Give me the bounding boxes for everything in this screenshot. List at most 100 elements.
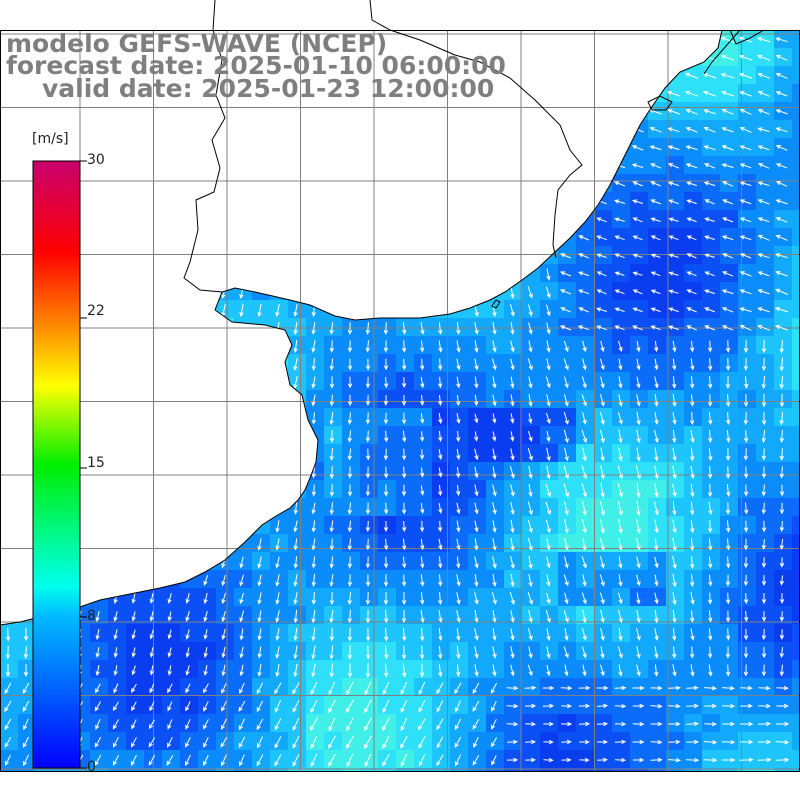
wind-arrow bbox=[690, 465, 695, 480]
wind-arrow bbox=[739, 271, 752, 277]
wind-speed-cell bbox=[738, 570, 756, 588]
wind-arrow bbox=[185, 754, 191, 767]
wind-speed-cell bbox=[720, 444, 738, 462]
wind-speed-cell bbox=[504, 408, 522, 426]
wind-speed-cell bbox=[774, 552, 792, 570]
wind-arrow bbox=[707, 520, 713, 534]
wind-arrow bbox=[578, 253, 589, 259]
wind-speed-cell bbox=[414, 408, 432, 426]
wind-arrow bbox=[456, 502, 461, 515]
wind-arrow bbox=[437, 556, 443, 569]
wind-speed-cell bbox=[702, 696, 720, 714]
wind-speed-cell bbox=[540, 390, 558, 408]
wind-arrow bbox=[456, 645, 461, 660]
colorbar bbox=[32, 160, 87, 769]
wind-arrow bbox=[757, 145, 770, 151]
wind-arrow bbox=[636, 574, 641, 587]
wind-arrow bbox=[23, 754, 29, 767]
wind-arrow bbox=[167, 719, 173, 730]
wind-arrow bbox=[383, 609, 389, 624]
wind-arrow bbox=[383, 358, 389, 371]
wind-speed-cell bbox=[558, 282, 576, 300]
wind-speed-cell bbox=[576, 624, 594, 642]
wind-speed-cell bbox=[684, 336, 702, 354]
wind-arrow bbox=[725, 646, 731, 659]
wind-arrow bbox=[614, 721, 627, 727]
wind-speed-cell bbox=[738, 480, 756, 498]
wind-speed-cell bbox=[216, 660, 234, 678]
wind-arrow bbox=[761, 466, 767, 479]
wind-arrow bbox=[419, 395, 425, 407]
wind-speed-cell bbox=[378, 354, 396, 372]
wind-speed-cell bbox=[540, 606, 558, 624]
wind-arrow bbox=[293, 375, 298, 390]
wind-arrow bbox=[650, 325, 661, 331]
wind-arrow bbox=[600, 627, 605, 642]
wind-arrow bbox=[757, 757, 772, 763]
wind-arrow bbox=[311, 645, 316, 660]
wind-speed-cell bbox=[666, 426, 684, 444]
wind-arrow bbox=[775, 73, 788, 79]
wind-arrow bbox=[721, 91, 734, 97]
wind-speed-cell bbox=[540, 768, 558, 772]
wind-arrow bbox=[671, 646, 677, 659]
wind-speed-cell bbox=[270, 534, 288, 552]
wind-speed-cell bbox=[468, 408, 486, 426]
wind-arrow bbox=[614, 703, 627, 709]
wind-speed-cell bbox=[306, 750, 324, 768]
wind-arrow bbox=[293, 592, 298, 605]
wind-arrow bbox=[636, 483, 641, 498]
wind-arrow bbox=[347, 574, 353, 587]
wind-speed-cell bbox=[396, 462, 414, 480]
wind-arrow bbox=[293, 645, 298, 660]
wind-arrow bbox=[761, 502, 767, 515]
wind-speed-cell bbox=[288, 588, 306, 606]
wind-arrow bbox=[456, 358, 461, 371]
wind-arrow bbox=[528, 555, 533, 570]
wind-arrow bbox=[292, 753, 300, 767]
wind-speed-cell bbox=[378, 498, 396, 516]
wind-arrow bbox=[685, 127, 698, 133]
wind-arrow bbox=[654, 483, 659, 498]
wind-speed-cell bbox=[414, 678, 432, 696]
wind-speed-cell bbox=[378, 516, 396, 534]
wind-speed-cell bbox=[630, 282, 648, 300]
wind-speed-cell bbox=[342, 642, 360, 660]
wind-arrow bbox=[668, 685, 681, 691]
wind-arrow bbox=[456, 376, 461, 389]
wind-speed-cell bbox=[252, 588, 270, 606]
wind-arrow bbox=[654, 376, 659, 389]
wind-speed-cell bbox=[702, 354, 720, 372]
wind-arrow bbox=[4, 754, 11, 766]
wind-speed-cell bbox=[306, 768, 324, 772]
wind-arrow bbox=[400, 754, 408, 767]
wind-speed-cell bbox=[468, 426, 486, 444]
wind-arrow bbox=[436, 700, 444, 713]
wind-arrow bbox=[704, 253, 715, 258]
wind-arrow bbox=[239, 646, 244, 659]
wind-arrow bbox=[365, 412, 371, 425]
wind-speed-cell bbox=[792, 714, 800, 732]
wind-speed-cell bbox=[252, 606, 270, 624]
wind-arrow bbox=[4, 682, 12, 695]
wind-arrow bbox=[690, 628, 695, 641]
wind-arrow bbox=[546, 358, 551, 371]
wind-speed-cell bbox=[594, 480, 612, 498]
wind-arrow bbox=[779, 557, 785, 568]
wind-arrow bbox=[472, 718, 480, 730]
wind-speed-cell bbox=[612, 624, 630, 642]
wind-speed-cell bbox=[756, 480, 774, 498]
wind-speed-cell bbox=[504, 768, 522, 772]
wind-arrow bbox=[757, 181, 770, 187]
wind-speed-cell bbox=[702, 426, 720, 444]
wind-arrow bbox=[437, 395, 443, 407]
wind-speed-cell bbox=[216, 750, 234, 768]
wind-arrow bbox=[743, 466, 749, 479]
wind-arrow bbox=[311, 627, 316, 642]
wind-speed-cell bbox=[612, 318, 630, 336]
wind-speed-cell bbox=[396, 516, 414, 534]
wind-speed-cell bbox=[774, 426, 792, 444]
wind-speed-cell bbox=[504, 354, 522, 372]
wind-speed-cell bbox=[486, 444, 504, 462]
wind-speed-cell bbox=[630, 138, 648, 156]
